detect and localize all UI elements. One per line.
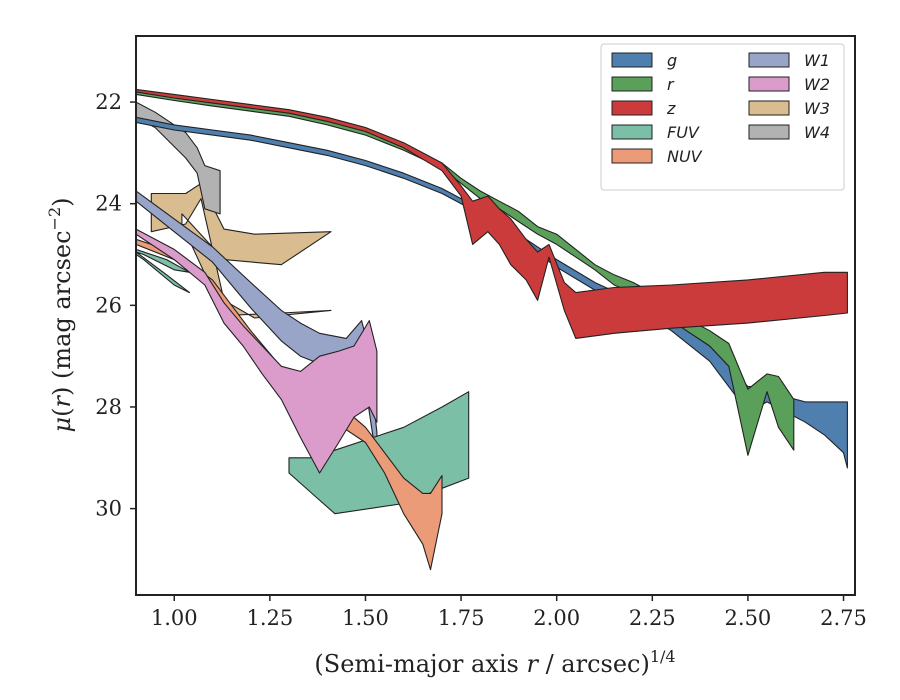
x-tick-label-2: 1.50 bbox=[342, 606, 389, 630]
legend-swatch-w4 bbox=[748, 124, 790, 140]
legend-label-nuv: NUV bbox=[667, 147, 703, 166]
plot-frame bbox=[135, 35, 856, 596]
legend-swatch-z bbox=[611, 100, 653, 116]
legend-label-r: r bbox=[667, 75, 675, 94]
legend-swatch-r bbox=[611, 76, 653, 92]
y-tick-label-3: 28 bbox=[95, 395, 122, 419]
y-axis-ticks: 22 24 26 28 30 bbox=[95, 90, 136, 521]
legend-label-w2: W2 bbox=[804, 75, 830, 94]
legend-swatch-w3 bbox=[748, 100, 790, 116]
profile-bands bbox=[136, 88, 848, 571]
x-tick-label-4: 2.00 bbox=[533, 606, 580, 630]
band-z-4 bbox=[136, 88, 848, 339]
y-tick-label-1: 24 bbox=[95, 192, 122, 216]
y-tick-label-2: 26 bbox=[95, 293, 122, 317]
legend-swatch-w2 bbox=[748, 76, 790, 92]
y-tick-label-0: 22 bbox=[95, 90, 122, 114]
y-tick-label-4: 30 bbox=[95, 497, 122, 521]
legend-swatch-g bbox=[611, 52, 653, 68]
legend-label-w1: W1 bbox=[804, 51, 830, 70]
x-tick-label-1: 1.25 bbox=[246, 606, 293, 630]
legend: grz FUV NUV W1 W2 W3 W4 bbox=[600, 43, 845, 191]
x-tick-label-3: 1.75 bbox=[438, 606, 485, 630]
x-tick-label-6: 2.50 bbox=[725, 606, 772, 630]
legend-swatch-fuv bbox=[611, 124, 653, 140]
x-axis-ticks: 1.00 1.25 1.50 1.75 2.00 2.25 2.50 2.75 bbox=[151, 595, 867, 630]
band-w4-1 bbox=[136, 101, 221, 215]
y-axis-label: μ(r) (mag arcsec−2) bbox=[45, 197, 76, 432]
band-g-2 bbox=[136, 116, 848, 469]
legend-label-w4: W4 bbox=[804, 123, 830, 142]
x-tick-label-5: 2.25 bbox=[629, 606, 676, 630]
legend-swatch-nuv bbox=[611, 148, 653, 164]
legend-label-w3: W3 bbox=[804, 99, 830, 118]
legend-swatch-w1 bbox=[748, 52, 790, 68]
x-tick-label-7: 2.75 bbox=[820, 606, 867, 630]
legend-label-g: g bbox=[667, 51, 677, 70]
x-tick-label-0: 1.00 bbox=[151, 606, 198, 630]
x-axis-label: (Semi-major axis r / arcsec)1/4 bbox=[314, 647, 675, 678]
legend-items: grz FUV NUV W1 W2 W3 W4 bbox=[611, 51, 830, 166]
legend-label-z: z bbox=[666, 99, 676, 118]
band-w2-10 bbox=[136, 228, 378, 474]
legend-label-fuv: FUV bbox=[667, 123, 700, 142]
